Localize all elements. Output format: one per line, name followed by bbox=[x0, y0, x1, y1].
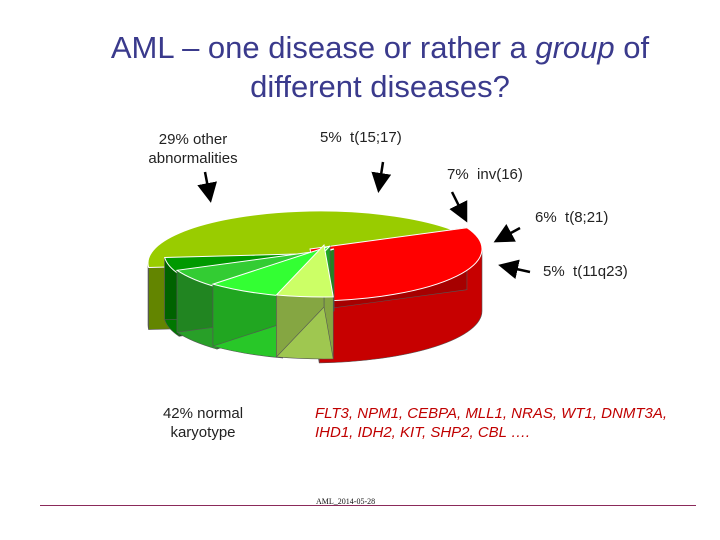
arrow-t15-17 bbox=[371, 161, 392, 193]
footer-date: AML_2014-05-28 bbox=[316, 497, 376, 506]
arrow-t8-21 bbox=[493, 224, 521, 243]
label-other-abnormalities: 29% other abnormalities bbox=[148, 131, 238, 167]
gene-list: FLT3, NPM1, CEBPA, MLL1, NRAS, WT1, DNMT… bbox=[315, 405, 668, 441]
label-t8-21: 6% t(8;21) bbox=[535, 209, 609, 226]
title-line-1: AML – one disease or rather a group of bbox=[110, 30, 650, 65]
slide-title: AML – one disease or rather a group of d… bbox=[60, 28, 700, 106]
label-t15-17: 5% t(15;17) bbox=[320, 129, 402, 146]
label-inv16: 7% inv(16) bbox=[447, 166, 523, 183]
arrow-t11q23 bbox=[498, 259, 531, 280]
footer-divider bbox=[40, 505, 696, 506]
slice-top-t15-17 bbox=[275, 243, 334, 298]
arrow-inv16 bbox=[449, 191, 468, 223]
slice-other-abnormalities bbox=[309, 227, 483, 364]
slice-t15-17 bbox=[275, 243, 334, 360]
slice-top-other-abnormalities bbox=[309, 227, 483, 302]
title-line-2: different diseases? bbox=[250, 69, 510, 104]
title-emphasis: group bbox=[535, 30, 615, 65]
label-t11q23: 5% t(11q23) bbox=[543, 263, 628, 280]
arrow-other bbox=[197, 171, 217, 203]
pie-slices bbox=[147, 210, 483, 364]
callout-arrows bbox=[197, 161, 531, 280]
slice-top-normal-karyotype bbox=[147, 210, 479, 269]
label-normal-karyotype: 42% normal karyotype bbox=[162, 405, 244, 441]
